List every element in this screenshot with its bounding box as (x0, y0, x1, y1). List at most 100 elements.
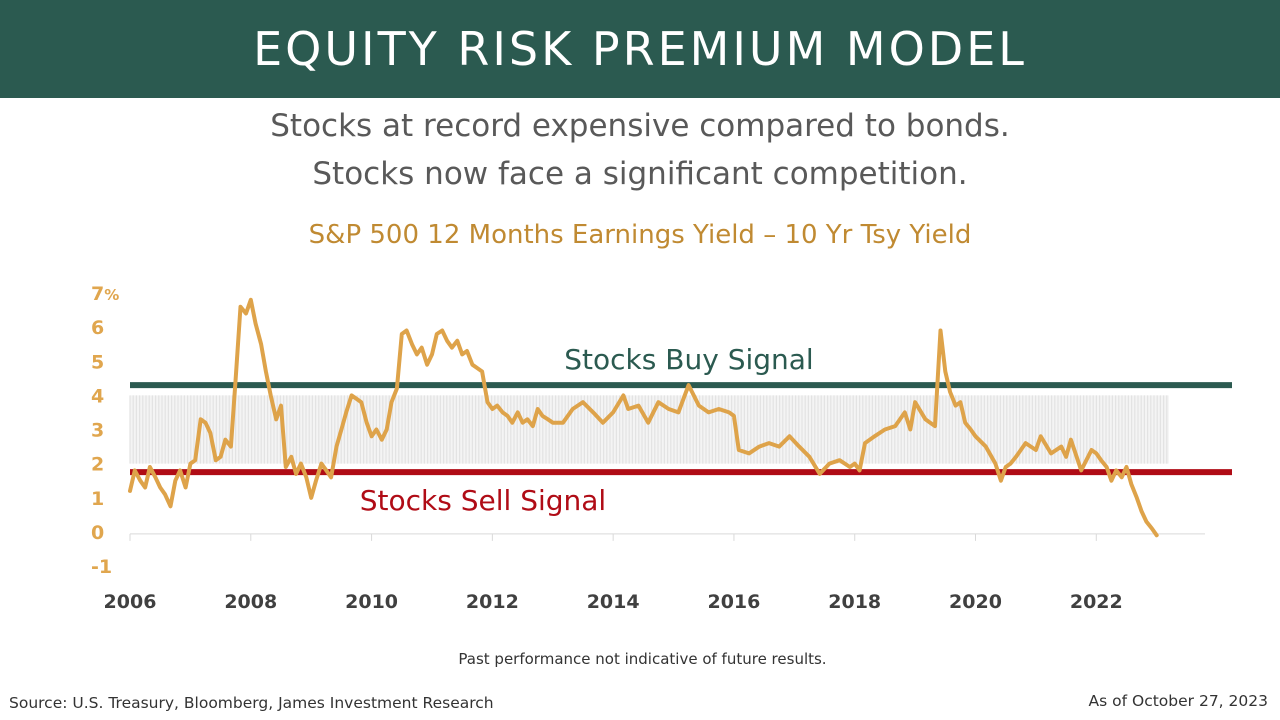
subtitle-line-2: Stocks now face a significant competitio… (312, 156, 968, 192)
data-point (471, 364, 474, 366)
data-point (582, 401, 584, 403)
y-tick-label: 0 (91, 522, 104, 544)
data-point (230, 445, 232, 448)
data-point (189, 463, 191, 465)
data-point (1140, 510, 1143, 512)
data-point (239, 306, 242, 308)
data-point (335, 445, 338, 448)
data-point (858, 469, 861, 472)
data-point (521, 422, 524, 424)
data-point (728, 411, 730, 414)
data-point (828, 463, 830, 465)
data-point (345, 411, 347, 414)
data-point (325, 469, 327, 472)
data-point (707, 411, 710, 414)
x-tick-label: 2010 (345, 591, 398, 613)
data-point (390, 401, 393, 403)
data-point (159, 486, 161, 489)
data-point (1060, 445, 1062, 448)
x-tick-label: 2008 (224, 591, 277, 613)
signal-lines (130, 382, 1232, 476)
data-point (1005, 466, 1007, 468)
data-point (215, 459, 217, 461)
data-point (506, 415, 509, 417)
data-point (738, 449, 740, 451)
data-point (526, 418, 528, 420)
data-point (260, 343, 262, 345)
data-point (1015, 456, 1017, 458)
data-point (758, 445, 760, 448)
data-point (1156, 534, 1158, 536)
data-point (320, 463, 323, 465)
data-point (914, 401, 916, 403)
data-point (839, 459, 841, 461)
data-point (436, 333, 438, 335)
data-point (280, 405, 282, 407)
data-point (698, 405, 700, 407)
x-tick-label: 2012 (466, 591, 519, 613)
data-point (461, 353, 463, 356)
data-point (255, 323, 257, 325)
data-point (627, 408, 629, 410)
neutral-band (129, 395, 1169, 464)
data-point (370, 435, 373, 437)
data-point (1065, 456, 1067, 458)
data-point (431, 353, 433, 356)
data-point (547, 418, 549, 420)
chart-title: S&P 500 12 Months Earnings Yield – 10 Yr… (308, 220, 972, 250)
data-point (486, 401, 489, 403)
y-axis-labels: 7% 6 5 4 3 2 1 0 -1 (91, 283, 119, 578)
data-point (1115, 469, 1117, 472)
subtitle-line-1: Stocks at record expensive compared to b… (270, 108, 1010, 144)
data-point (964, 422, 966, 424)
data-point (174, 480, 176, 482)
data-point (179, 469, 181, 472)
data-point (949, 391, 951, 393)
data-point (637, 405, 640, 407)
data-point (622, 394, 625, 396)
data-point (944, 370, 946, 373)
data-point (1145, 521, 1148, 523)
sell-signal-label: Stocks Sell Signal (360, 484, 606, 517)
y-tick-label: 3 (91, 420, 104, 442)
data-point (204, 422, 207, 424)
data-point (1070, 439, 1072, 441)
data-point (375, 428, 378, 431)
data-point (929, 422, 931, 424)
data-point (285, 466, 287, 468)
data-point (1121, 476, 1123, 478)
data-point (491, 408, 493, 410)
x-tick-label: 2014 (587, 591, 640, 613)
data-point (562, 422, 564, 424)
data-point (406, 329, 408, 332)
data-point (396, 387, 398, 390)
data-point (1080, 469, 1082, 472)
data-point (541, 415, 544, 417)
data-point (340, 428, 342, 431)
data-point (572, 408, 574, 410)
data-point (1151, 527, 1153, 530)
data-point (295, 473, 297, 475)
data-point (476, 367, 478, 369)
y-tick-label: 6 (91, 317, 104, 339)
data-point (718, 408, 720, 410)
data-point (985, 445, 987, 448)
source-note: Source: U.S. Treasury, Bloomberg, James … (9, 694, 494, 712)
data-point (149, 466, 151, 468)
data-point (134, 469, 136, 472)
data-point (416, 353, 418, 356)
data-point (1090, 449, 1093, 451)
data-point (924, 418, 926, 420)
data-point (778, 445, 780, 448)
y-tick-label: 7% (91, 283, 119, 305)
data-point (245, 312, 247, 315)
y-tick-label: 1 (91, 488, 104, 510)
data-point (355, 398, 358, 400)
data-point (854, 463, 856, 465)
data-point (169, 505, 172, 507)
x-tick-label: 2020 (949, 591, 1002, 613)
data-point (768, 442, 770, 444)
data-point (451, 347, 453, 349)
data-point (154, 476, 156, 478)
